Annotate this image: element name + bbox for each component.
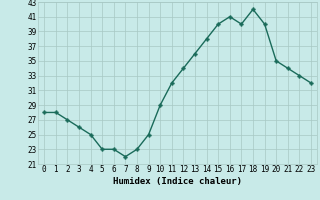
X-axis label: Humidex (Indice chaleur): Humidex (Indice chaleur) [113,177,242,186]
